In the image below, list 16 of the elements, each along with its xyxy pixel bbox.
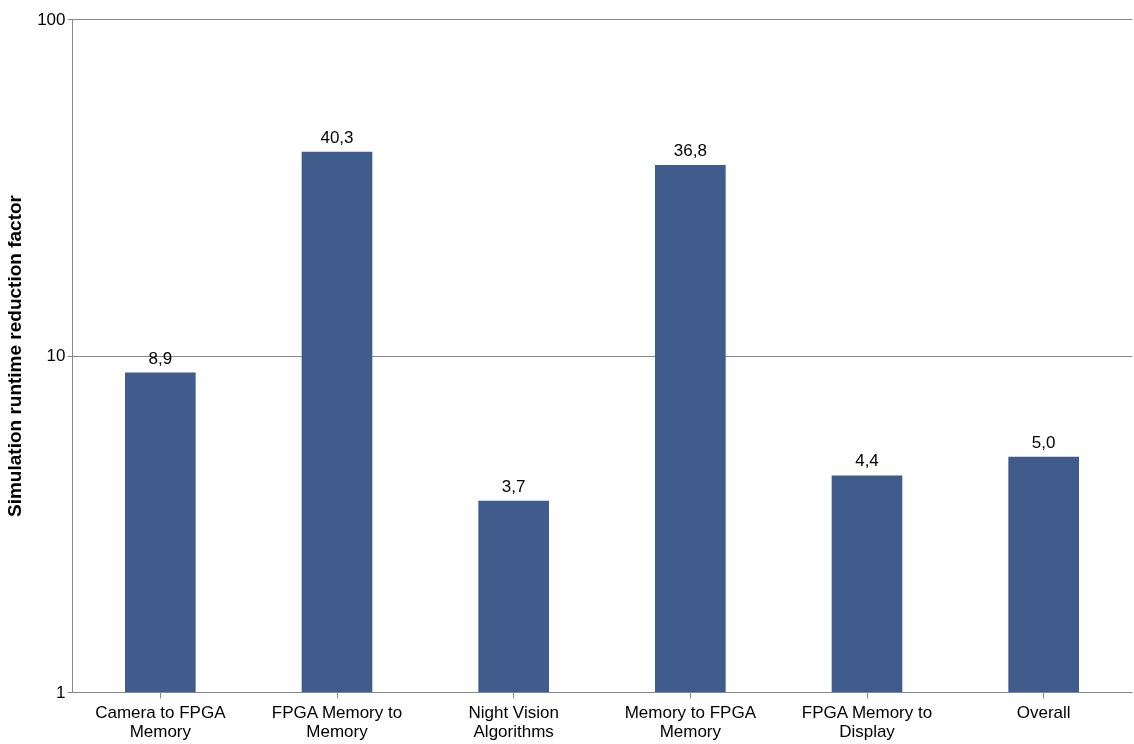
data-label: 40,3 — [320, 127, 354, 147]
data-label: 5,0 — [1031, 432, 1056, 452]
y-tick-label: 100 — [37, 9, 66, 29]
x-tick-label: Night Vision Algorithms — [468, 702, 559, 741]
y-tick-label: 1 — [56, 682, 66, 702]
data-label: 4,4 — [855, 451, 879, 471]
x-tick-label: Memory to FPGA Memory — [624, 702, 757, 741]
y-axis-title: Simulation runtime reduction factor — [4, 194, 26, 517]
x-tick-label: Overall — [1016, 702, 1071, 722]
y-tick-label: 10 — [46, 346, 66, 365]
data-label: 36,8 — [673, 141, 707, 161]
data-label: 3,7 — [501, 476, 526, 496]
data-label: 8,9 — [148, 348, 173, 368]
x-tick-label: FPGA Memory to Memory — [271, 702, 403, 741]
x-tick-label: FPGA Memory to Display — [801, 702, 933, 741]
x-tick-label: Camera to FPGA Memory — [95, 702, 227, 741]
